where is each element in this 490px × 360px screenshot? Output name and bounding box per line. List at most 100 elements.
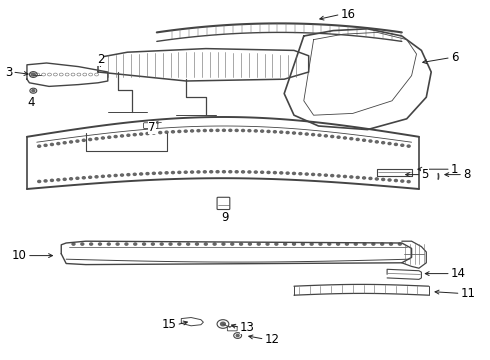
Circle shape <box>381 243 384 245</box>
Circle shape <box>280 172 283 174</box>
Circle shape <box>116 243 119 245</box>
Circle shape <box>310 243 313 245</box>
Circle shape <box>216 129 219 131</box>
Circle shape <box>231 243 234 245</box>
Circle shape <box>363 139 366 141</box>
Circle shape <box>273 172 276 174</box>
Circle shape <box>32 90 35 92</box>
Circle shape <box>81 243 84 245</box>
Text: 5: 5 <box>421 168 429 181</box>
Circle shape <box>388 143 391 145</box>
Circle shape <box>203 130 206 132</box>
Circle shape <box>312 174 315 176</box>
Text: 10: 10 <box>12 249 27 262</box>
Circle shape <box>146 132 149 135</box>
Circle shape <box>196 243 198 245</box>
Circle shape <box>299 173 302 175</box>
Text: 1: 1 <box>451 163 458 176</box>
Circle shape <box>114 135 117 138</box>
Circle shape <box>343 137 346 139</box>
Circle shape <box>146 172 149 175</box>
Circle shape <box>222 171 225 173</box>
Circle shape <box>152 132 155 134</box>
Text: 11: 11 <box>461 287 476 300</box>
Circle shape <box>159 172 162 174</box>
Text: 13: 13 <box>240 321 255 334</box>
Circle shape <box>248 171 251 173</box>
Circle shape <box>407 145 410 147</box>
Circle shape <box>95 176 98 178</box>
Circle shape <box>197 130 200 132</box>
Circle shape <box>284 243 287 245</box>
Circle shape <box>369 177 372 180</box>
Circle shape <box>350 176 353 178</box>
Circle shape <box>235 171 238 173</box>
Text: 16: 16 <box>341 8 356 21</box>
Circle shape <box>44 144 47 147</box>
Circle shape <box>165 131 168 133</box>
Circle shape <box>319 243 322 245</box>
Circle shape <box>178 130 181 132</box>
Circle shape <box>82 177 85 179</box>
Circle shape <box>318 134 321 136</box>
Circle shape <box>90 243 93 245</box>
Circle shape <box>280 131 283 133</box>
Circle shape <box>63 178 66 180</box>
Circle shape <box>108 175 111 177</box>
Circle shape <box>401 144 404 146</box>
Text: 7: 7 <box>148 121 156 134</box>
Circle shape <box>160 243 163 245</box>
Circle shape <box>172 171 174 174</box>
Circle shape <box>204 243 207 245</box>
Circle shape <box>382 179 385 181</box>
Circle shape <box>82 139 85 141</box>
Circle shape <box>267 130 270 132</box>
Circle shape <box>407 181 410 183</box>
Circle shape <box>191 171 194 173</box>
Circle shape <box>261 130 264 132</box>
Circle shape <box>222 243 225 245</box>
Circle shape <box>363 243 366 245</box>
Circle shape <box>89 176 92 178</box>
Text: 8: 8 <box>463 168 470 181</box>
Circle shape <box>121 174 123 176</box>
Circle shape <box>114 174 117 176</box>
Circle shape <box>382 141 385 144</box>
Circle shape <box>213 243 216 245</box>
Circle shape <box>121 135 123 137</box>
Circle shape <box>101 175 104 177</box>
Circle shape <box>70 178 73 180</box>
Circle shape <box>151 243 154 245</box>
Circle shape <box>178 243 181 245</box>
Circle shape <box>240 243 243 245</box>
Circle shape <box>63 142 66 144</box>
Circle shape <box>305 173 308 175</box>
Circle shape <box>210 171 213 173</box>
Circle shape <box>248 243 251 245</box>
Circle shape <box>203 171 206 173</box>
Circle shape <box>191 130 194 132</box>
Circle shape <box>324 174 327 176</box>
Circle shape <box>50 179 53 181</box>
Circle shape <box>286 131 289 134</box>
Circle shape <box>172 131 174 133</box>
Circle shape <box>57 179 60 181</box>
Circle shape <box>356 138 359 140</box>
Circle shape <box>101 137 104 139</box>
Circle shape <box>134 243 137 245</box>
Circle shape <box>261 171 264 173</box>
Circle shape <box>187 243 190 245</box>
Circle shape <box>50 143 53 145</box>
Circle shape <box>331 135 334 138</box>
Circle shape <box>299 132 302 135</box>
Circle shape <box>236 334 239 337</box>
Circle shape <box>220 322 225 326</box>
Circle shape <box>235 129 238 131</box>
Circle shape <box>254 171 257 173</box>
Circle shape <box>254 130 257 132</box>
Circle shape <box>152 172 155 174</box>
Circle shape <box>184 130 187 132</box>
Circle shape <box>331 175 334 177</box>
Circle shape <box>375 178 378 180</box>
Text: 4: 4 <box>27 96 35 109</box>
